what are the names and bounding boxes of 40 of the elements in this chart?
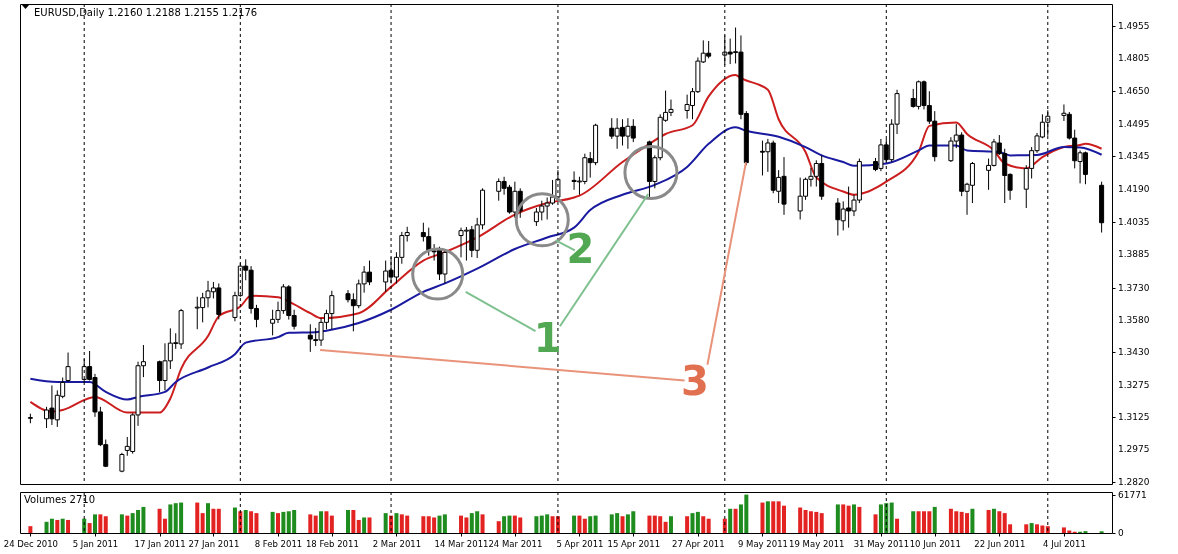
y-tick-label: 1.4345 [1118,151,1150,162]
chart-title: Volumes 2710 [24,494,96,505]
y-tick-label: 1.3275 [1118,379,1150,390]
x-tick-label: 22 Jun 2011 [974,538,1026,549]
annotation: 1 [533,315,562,362]
y-tick-label: 61771 [1118,489,1147,500]
x-tick-label: 24 Mar 2011 [488,538,543,549]
y-tick-label: 1.4955 [1118,20,1150,31]
x-tick-label: 27 Jan 2011 [188,538,240,549]
x-tick-label: 31 May 2011 [853,538,910,549]
y-tick-label: 1.3125 [1118,411,1150,422]
x-tick-label: 5 Jan 2011 [72,538,119,549]
y-tick-label: 1.4190 [1118,184,1150,195]
x-tick-label: 2 Mar 2011 [372,538,422,549]
y-tick-label: 1.3580 [1118,314,1150,325]
y-tick-label: 1.2820 [1118,477,1150,488]
x-tick-label: 27 Apr 2011 [672,538,725,549]
y-tick-label: 1.4035 [1118,217,1150,228]
x-tick-label: 24 Dec 2010 [3,538,59,549]
x-tick-label: 18 Feb 2011 [305,538,359,549]
annotation: 2 [566,226,595,273]
x-tick-label: 9 May 2011 [737,538,788,549]
x-tick-label: 10 Jun 2011 [909,538,961,549]
y-tick-label: 1.4805 [1118,52,1150,63]
chart-title: EURUSD,Daily 1.2160 1.2188 1.2155 1.2176 [34,7,258,18]
x-tick-label: 8 Feb 2011 [254,538,303,549]
y-tick-label: 1.4495 [1118,118,1150,129]
x-tick-label: 14 Mar 2011 [434,538,489,549]
y-tick-label: 1.4650 [1118,85,1150,96]
x-tick-label: 15 Apr 2011 [607,538,661,549]
y-tick-label: 1.2975 [1118,443,1150,454]
y-tick-label: 0 [1118,528,1124,538]
x-tick-label: 5 Apr 2011 [556,538,604,549]
annotation: 3 [681,358,709,405]
y-tick-label: 1.3430 [1118,346,1150,357]
x-tick-label: 19 May 2011 [789,538,845,549]
y-tick-label: 1.3885 [1118,249,1150,260]
x-tick-label: 17 Jan 2011 [134,538,186,549]
x-tick-label: 4 Jul 2011 [1043,538,1086,549]
y-tick-label: 1.3730 [1118,282,1150,293]
